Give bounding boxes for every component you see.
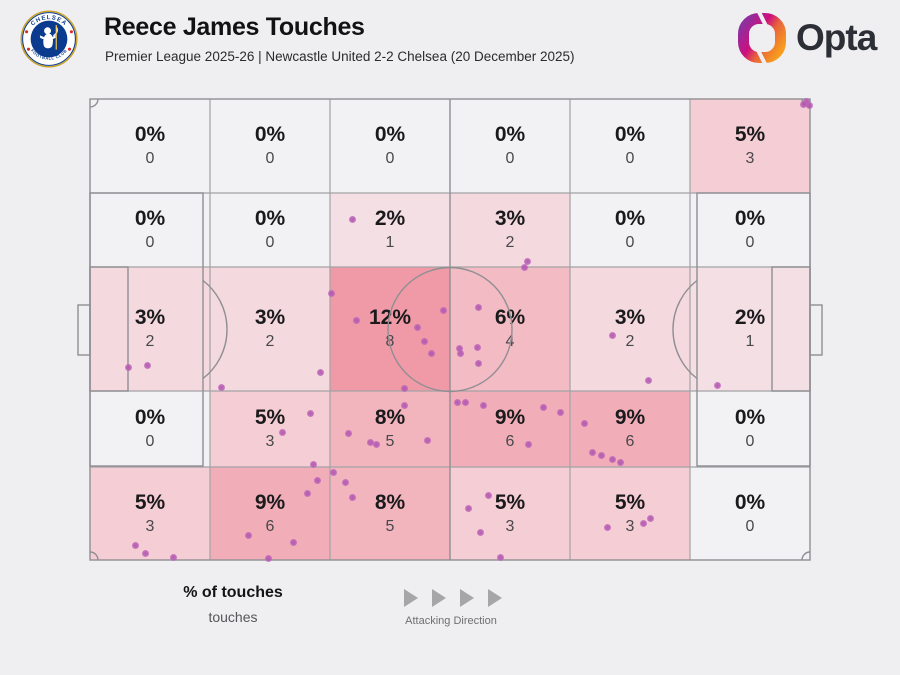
touch-dot bbox=[644, 376, 652, 384]
touch-dot bbox=[427, 349, 435, 357]
touch-dot bbox=[524, 440, 532, 448]
touch-dot bbox=[217, 383, 225, 391]
touch-dot bbox=[329, 468, 337, 476]
touch-dot bbox=[639, 519, 647, 527]
touch-dot bbox=[461, 398, 469, 406]
touch-dot bbox=[278, 428, 286, 436]
goal-right bbox=[809, 304, 823, 356]
touch-dot bbox=[327, 289, 335, 297]
chelsea-badge: CHELSEA FOOTBALL CLUB bbox=[20, 10, 78, 68]
touch-dot bbox=[616, 458, 624, 466]
touch-dot bbox=[131, 541, 139, 549]
touch-dot bbox=[169, 553, 177, 561]
touch-dot bbox=[464, 504, 472, 512]
touch-dot bbox=[805, 101, 813, 109]
opta-logo: Opta bbox=[737, 13, 877, 63]
touch-dot bbox=[372, 440, 380, 448]
pitch: 0% 0 0% 0 0% 0 0% 0 0% 0 5% 3 0% 0 0% 0 2% 1 3% 2 0% 0 0% 0 3% 2 3… bbox=[77, 97, 823, 562]
touch-dot bbox=[289, 538, 297, 546]
touch-dot bbox=[439, 306, 447, 314]
touch-dot bbox=[141, 549, 149, 557]
touch-dot bbox=[143, 361, 151, 369]
legend-touches-label: touches bbox=[208, 609, 258, 625]
touch-dot bbox=[413, 323, 421, 331]
touch-dot bbox=[264, 554, 272, 562]
touch-dot bbox=[646, 514, 654, 522]
touch-dot bbox=[520, 263, 528, 271]
touch-dot bbox=[556, 408, 564, 416]
touch-dot bbox=[474, 303, 482, 311]
arrow-right-icon bbox=[432, 589, 446, 607]
touch-dot bbox=[588, 448, 596, 456]
touch-dot bbox=[496, 553, 504, 561]
touch-dot bbox=[400, 384, 408, 392]
touch-dot bbox=[313, 476, 321, 484]
touch-dot bbox=[453, 398, 461, 406]
touch-dot bbox=[348, 493, 356, 501]
touch-dot bbox=[420, 337, 428, 345]
touch-dot bbox=[479, 401, 487, 409]
touch-dot bbox=[306, 409, 314, 417]
touch-dot bbox=[473, 343, 481, 351]
touch-dot bbox=[309, 460, 317, 468]
touch-dot bbox=[597, 451, 605, 459]
touch-dot bbox=[303, 489, 311, 497]
page-title: Reece James Touches bbox=[104, 13, 365, 41]
touch-dot bbox=[476, 528, 484, 536]
touch-dot bbox=[713, 381, 721, 389]
touch-dot bbox=[341, 478, 349, 486]
arrow-right-icon bbox=[404, 589, 418, 607]
attacking-direction-arrows bbox=[404, 589, 516, 607]
touch-dot bbox=[603, 523, 611, 531]
touch-dot bbox=[400, 401, 408, 409]
touch-dot bbox=[799, 100, 807, 108]
touch-dot bbox=[344, 429, 352, 437]
arrow-right-icon bbox=[488, 589, 502, 607]
touch-dot bbox=[539, 403, 547, 411]
opta-logo-icon bbox=[738, 13, 786, 63]
attacking-direction-label: Attacking Direction bbox=[405, 615, 497, 627]
touch-dots-layer bbox=[90, 97, 813, 562]
page-subtitle: Premier League 2025-26 | Newcastle Unite… bbox=[105, 49, 575, 64]
touch-dot bbox=[455, 344, 463, 352]
touch-dot bbox=[316, 368, 324, 376]
touch-dot bbox=[244, 531, 252, 539]
chelsea-crest-icon: CHELSEA FOOTBALL CLUB bbox=[20, 10, 78, 68]
touch-dot bbox=[423, 436, 431, 444]
touch-dot bbox=[124, 363, 132, 371]
touch-dot bbox=[580, 419, 588, 427]
touch-dot bbox=[352, 316, 360, 324]
opta-logo-text: Opta bbox=[796, 17, 877, 58]
touch-dot bbox=[474, 359, 482, 367]
touch-dot bbox=[608, 455, 616, 463]
goal-left bbox=[77, 304, 91, 356]
arrow-right-icon bbox=[460, 589, 474, 607]
touch-dot bbox=[348, 215, 356, 223]
legend-percent-label: % of touches bbox=[183, 584, 283, 601]
touch-dot bbox=[484, 491, 492, 499]
touch-dot bbox=[608, 331, 616, 339]
